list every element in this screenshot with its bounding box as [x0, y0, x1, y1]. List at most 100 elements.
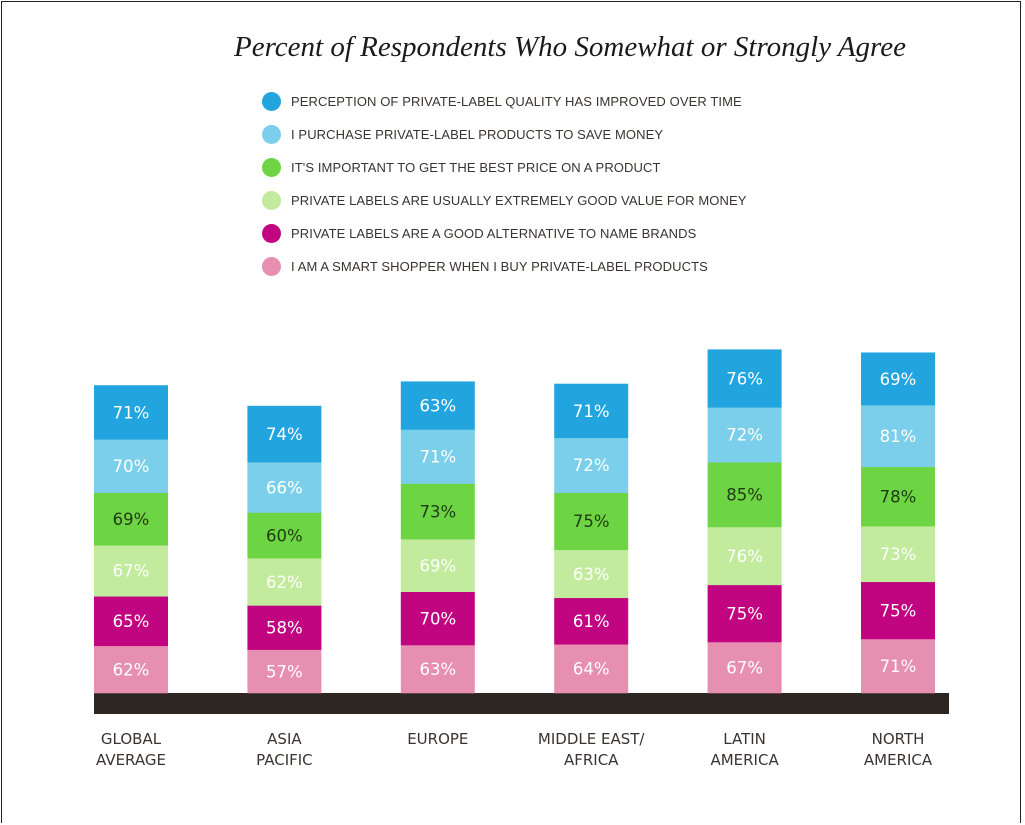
legend-swatch [262, 157, 281, 177]
data-label: 71% [573, 402, 610, 421]
bar-segment [554, 492, 629, 551]
data-label: 76% [726, 369, 763, 388]
legend-label: IT'S IMPORTANT TO GET THE BEST PRICE ON … [291, 159, 661, 175]
bar-segment [247, 462, 322, 513]
data-label: 72% [573, 456, 610, 475]
bar-segment [707, 407, 782, 463]
data-label: 57% [266, 662, 303, 681]
category-label: AMERICA [864, 751, 933, 769]
bar-segment [247, 649, 322, 694]
bar-segment [707, 349, 782, 408]
data-label: 60% [266, 526, 303, 545]
category-label: MIDDLE EAST/ [538, 730, 645, 748]
data-label: 72% [726, 426, 763, 445]
bar-segment [247, 558, 322, 606]
legend-swatch [262, 91, 281, 111]
bar-segment [554, 437, 629, 493]
data-label: 81% [880, 427, 917, 446]
data-label: 69% [419, 556, 456, 575]
category-label: LATIN [723, 730, 766, 748]
data-label: 61% [573, 612, 610, 631]
legend-label: PERCEPTION OF PRIVATE-LABEL QUALITY HAS … [291, 93, 742, 109]
bar-segment [94, 385, 168, 440]
bar-segment [861, 581, 935, 640]
legend-swatch [262, 191, 281, 211]
bar-segment [400, 429, 475, 484]
bar-segment [94, 492, 168, 546]
bar-segment [247, 512, 322, 559]
data-label: 65% [113, 612, 150, 631]
data-label: 85% [726, 486, 763, 505]
chart-baseline [94, 693, 949, 714]
legend-item: PERCEPTION OF PRIVATE-LABEL QUALITY HAS … [262, 90, 747, 112]
legend-label: I PURCHASE PRIVATE-LABEL PRODUCTS TO SAV… [291, 126, 664, 142]
bar-segment [94, 596, 168, 647]
bar-segment [861, 405, 935, 468]
bar-segment [861, 352, 935, 406]
data-label: 66% [266, 478, 303, 497]
chart-title: Percent of Respondents Who Somewhat or S… [234, 31, 906, 63]
data-label: 71% [419, 447, 456, 466]
data-label: 63% [419, 396, 456, 415]
category-label: AMERICA [710, 751, 779, 769]
data-label: 62% [113, 660, 150, 679]
legend-label: PRIVATE LABELS ARE A GOOD ALTERNATIVE TO… [291, 226, 697, 242]
data-label: 71% [880, 657, 917, 676]
bar-segment [94, 439, 168, 493]
data-label: 58% [266, 618, 303, 637]
legend-swatch [262, 124, 281, 144]
bar-segment [707, 641, 782, 694]
category-label: GLOBAL [101, 730, 162, 748]
data-label: 74% [266, 425, 303, 444]
data-label: 76% [726, 547, 763, 566]
bar-segment [554, 383, 629, 439]
bar-segment [707, 584, 782, 643]
bar-segment [400, 591, 475, 646]
data-label: 75% [573, 512, 610, 531]
bar-segment [554, 597, 629, 645]
legend-item: I AM A SMART SHOPPER WHEN I BUY PRIVATE-… [262, 256, 747, 278]
legend-item: PRIVATE LABELS ARE USUALLY EXTREMELY GOO… [262, 190, 747, 212]
data-label: 78% [880, 487, 917, 506]
legend-swatch [262, 224, 281, 244]
bar-segment [400, 483, 475, 540]
category-label: AFRICA [564, 751, 619, 769]
category-label: PACIFIC [256, 751, 313, 769]
data-label: 64% [573, 660, 610, 679]
bar-segment [247, 605, 322, 650]
data-label: 70% [419, 609, 456, 628]
data-label: 67% [113, 562, 150, 581]
data-label: 62% [266, 573, 303, 592]
bar-segment [861, 638, 935, 694]
data-label: 71% [113, 403, 150, 422]
bar-segment [247, 405, 322, 463]
data-label: 73% [419, 502, 456, 521]
legend-item: I PURCHASE PRIVATE-LABEL PRODUCTS TO SAV… [262, 123, 747, 145]
bar-segment [861, 466, 935, 527]
bar-segment [554, 644, 629, 694]
data-label: 73% [880, 545, 917, 564]
bar-segment [707, 462, 782, 528]
legend-swatch [262, 257, 281, 277]
data-label: 69% [880, 370, 917, 389]
bar-segment [94, 645, 168, 694]
legend-label: PRIVATE LABELS ARE USUALLY EXTREMELY GOO… [291, 193, 747, 209]
data-label: 75% [726, 604, 763, 623]
bar-segment [554, 549, 629, 599]
bar-segment [400, 539, 475, 592]
data-label: 70% [113, 457, 150, 476]
legend-label: I AM A SMART SHOPPER WHEN I BUY PRIVATE-… [291, 259, 708, 275]
legend-item: IT'S IMPORTANT TO GET THE BEST PRICE ON … [262, 156, 747, 178]
legend: PERCEPTION OF PRIVATE-LABEL QUALITY HAS … [262, 90, 747, 289]
bar-segment [94, 545, 168, 597]
legend-item: PRIVATE LABELS ARE A GOOD ALTERNATIVE TO… [262, 223, 747, 245]
category-label: NORTH [872, 730, 925, 748]
bar-segment [861, 526, 935, 583]
bar-segment [400, 645, 475, 694]
data-label: 69% [113, 510, 150, 529]
data-label: 75% [880, 601, 917, 620]
bar-segment [400, 381, 475, 430]
category-label: AVERAGE [96, 751, 166, 769]
